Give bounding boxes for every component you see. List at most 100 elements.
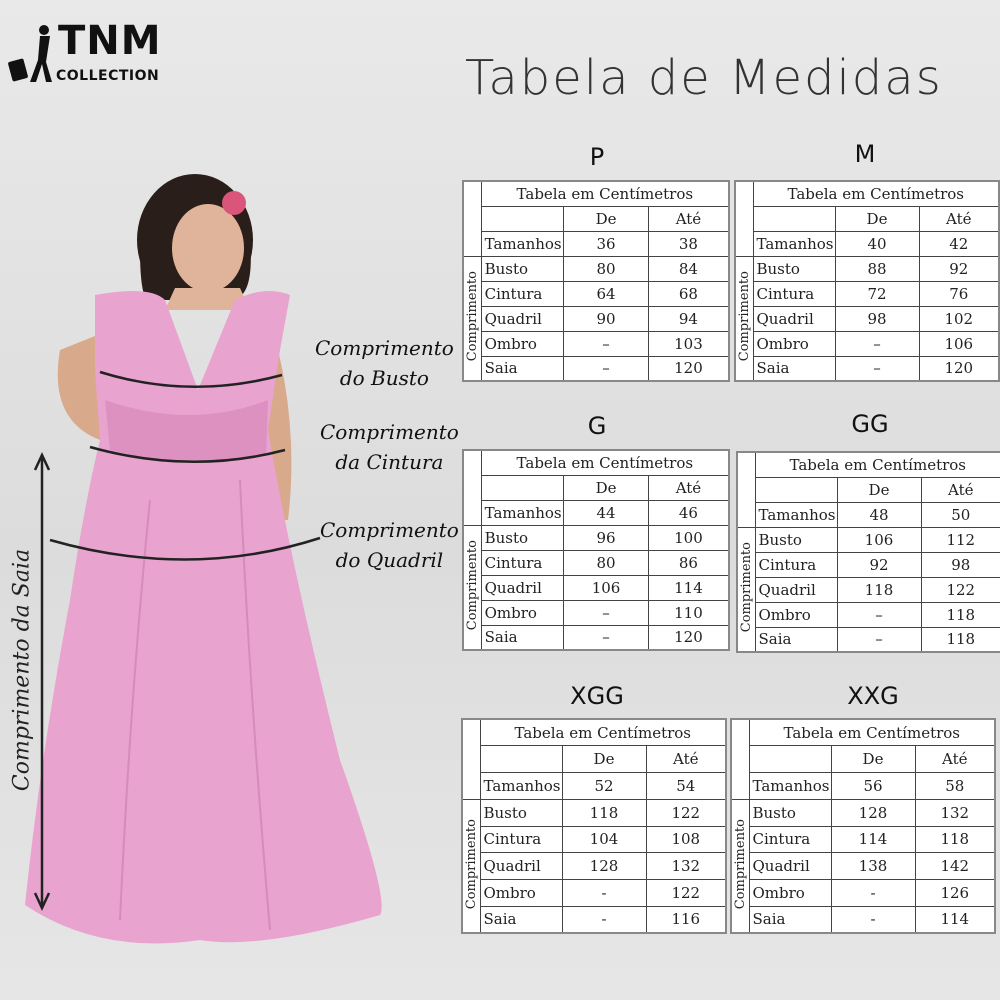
cell: 118	[836, 576, 922, 603]
table-row: Cintura 92 98	[737, 551, 1000, 578]
measure-arrows	[33, 370, 321, 911]
table-row: Quadril 138 142	[731, 852, 996, 880]
header-cell: Até	[918, 205, 1000, 232]
cell: 80	[563, 549, 649, 576]
cell: 122	[645, 798, 727, 827]
table-row: Cintura 72 76	[735, 280, 1000, 307]
group-cell: Comprimento	[461, 798, 481, 934]
table-row: Saia –118	[737, 626, 1000, 653]
cell: 132	[914, 798, 996, 827]
row-label: Quadril	[754, 576, 838, 603]
table-row: Comprimento Busto 80 84	[462, 255, 730, 382]
cell: 36	[563, 230, 649, 257]
group-cell	[734, 180, 754, 257]
header-cell: De	[834, 205, 920, 232]
cell: 88	[834, 255, 920, 282]
title: Tabela de Medidas	[465, 50, 943, 106]
size-label: XGG	[570, 682, 624, 710]
header-cell: Até	[645, 745, 727, 773]
row-label: Saia	[754, 626, 838, 653]
header-cell	[754, 476, 838, 503]
table-row: Quadril 106 114	[463, 574, 730, 601]
row-label: Tamanhos	[754, 501, 838, 528]
cell: 42	[918, 230, 1000, 257]
measure-line: do Busto	[339, 366, 429, 390]
cell: 120	[647, 355, 730, 382]
group-cell	[461, 718, 481, 800]
table-row: Cintura 104 108	[462, 825, 727, 854]
cell: 90	[563, 305, 649, 332]
table-row: Cintura 64 68	[463, 280, 730, 307]
group-cell: Comprimento	[462, 524, 482, 651]
table-row: Ombro –118	[737, 601, 1000, 628]
cell: 52	[561, 772, 647, 800]
row-label: Cintura	[480, 549, 565, 576]
measure-line: Comprimento	[315, 336, 454, 360]
header-cell: De	[563, 205, 649, 232]
table-row: Quadril 98 102	[735, 305, 1000, 332]
table-row: Ombro -126	[731, 879, 996, 907]
cell: 40	[834, 230, 920, 257]
group-cell: Comprimento	[462, 255, 482, 382]
table-row: Tabela em Centímetros	[461, 718, 727, 800]
table-row: Tamanhos 56 58	[731, 772, 996, 800]
size-table: Tabela em Centímetros De Até Tamanhos 44 46 Co…	[462, 449, 730, 651]
row-label: Quadril	[480, 305, 565, 332]
cell: -	[561, 879, 647, 907]
table-row: Saia -114	[731, 905, 996, 934]
table-row: Ombro –106	[735, 330, 1000, 357]
row-label: Ombro	[748, 879, 832, 907]
cell: –	[834, 330, 920, 357]
cell: –	[836, 626, 922, 653]
table-row: Tabela em Centímetros	[734, 180, 1000, 257]
table-row: Tamanhos 36 38	[463, 230, 730, 257]
table-row: Quadril 118 122	[737, 576, 1000, 603]
size-table: Tabela em Centímetros De Até Tamanhos 48 50 Co…	[736, 451, 1000, 653]
table-row: Comprimento Busto 106 112	[736, 526, 1000, 653]
cell: 138	[830, 852, 916, 880]
row-label: Busto	[480, 524, 565, 551]
table-row: De Até	[463, 474, 730, 501]
measure-line: Comprimento	[320, 518, 459, 542]
size-table: Tabela em Centímetros De Até Tamanhos 52 54 Co…	[461, 718, 728, 934]
row-label: Ombro	[754, 601, 838, 628]
cell: 128	[830, 798, 916, 827]
header-cell: Até	[647, 474, 730, 501]
table-row: Saia –120	[463, 355, 730, 382]
table-row: Saia -116	[462, 905, 727, 934]
cell: 114	[914, 905, 996, 934]
cell: 92	[918, 255, 1000, 282]
header-cell	[480, 474, 565, 501]
cell: 92	[836, 551, 922, 578]
cell: –	[563, 599, 649, 626]
row-label: Saia	[752, 355, 836, 382]
cell: 120	[647, 624, 730, 651]
group-label: Comprimento	[463, 818, 479, 909]
cell: 86	[647, 549, 730, 576]
table-row: Comprimento Busto 128 132	[730, 798, 996, 934]
table-row: Ombro –103	[463, 330, 730, 357]
cell: 50	[920, 501, 1000, 528]
row-label: Cintura	[754, 551, 838, 578]
cell: 72	[834, 280, 920, 307]
row-label: Cintura	[480, 280, 565, 307]
row-label: Cintura	[479, 825, 563, 854]
header-cell: Até	[647, 205, 730, 232]
row-label: Tamanhos	[480, 230, 565, 257]
cell: 103	[647, 330, 730, 357]
row-label: Cintura	[748, 825, 832, 854]
row-label: Saia	[480, 624, 565, 651]
logo-brand: TNM	[58, 18, 162, 64]
row-label: Tamanhos	[479, 772, 563, 800]
cell: –	[834, 355, 920, 382]
table-caption: Tabela em Centímetros	[748, 718, 996, 747]
row-label: Cintura	[752, 280, 836, 307]
cell: 112	[920, 526, 1000, 553]
header-cell: Até	[914, 745, 996, 773]
table-row: Ombro –110	[463, 599, 730, 626]
table-caption: Tabela em Centímetros	[752, 180, 1000, 207]
size-label: XXG	[847, 682, 899, 710]
cell: 114	[830, 825, 916, 854]
row-label: Busto	[754, 526, 838, 553]
